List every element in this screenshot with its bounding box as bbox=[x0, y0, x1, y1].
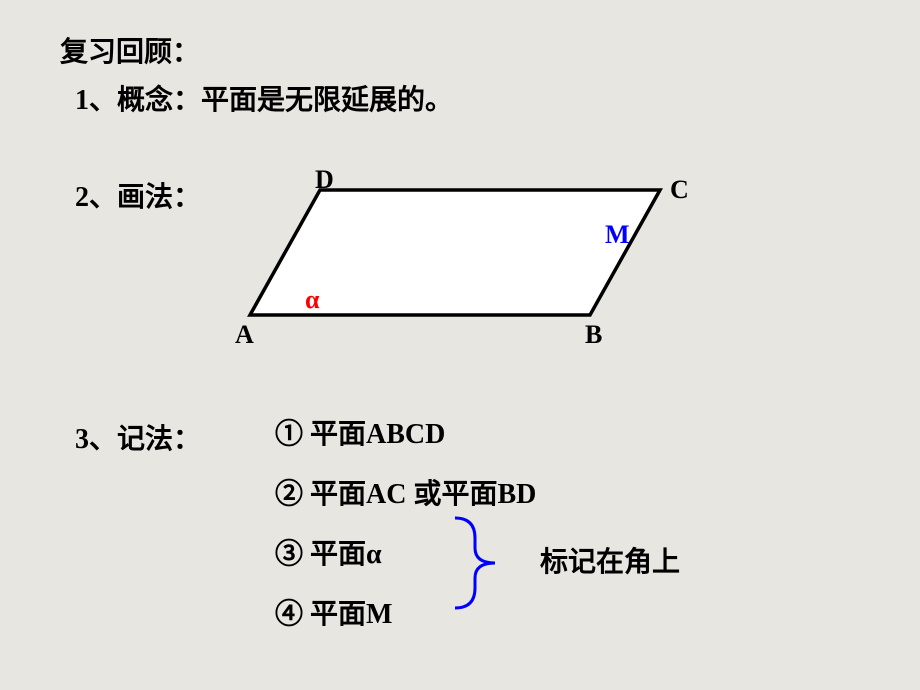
vertex-D: D bbox=[315, 165, 334, 195]
vertex-B: B bbox=[585, 320, 602, 350]
M-label: M bbox=[605, 220, 630, 250]
slide-content: 复习回顾： 1、概念：平面是无限延展的。 2、画法： D C A B α M 3… bbox=[0, 0, 920, 690]
notation-label: 3、记法： bbox=[75, 417, 201, 457]
vertex-A: A bbox=[235, 320, 254, 350]
notation-1: ① 平面ABCD bbox=[275, 412, 536, 452]
bracket-icon bbox=[450, 513, 510, 618]
concept-line: 1、概念：平面是无限延展的。 bbox=[75, 78, 860, 118]
notation-2: ② 平面AC 或平面BD bbox=[275, 472, 536, 512]
alpha-label: α bbox=[305, 285, 320, 315]
corner-annotation: 标记在角上 bbox=[540, 540, 680, 580]
review-title: 复习回顾： bbox=[60, 30, 860, 70]
vertex-C: C bbox=[670, 175, 689, 205]
parallelogram-diagram: D C A B α M bbox=[220, 165, 700, 345]
drawing-label: 2、画法： bbox=[75, 175, 201, 215]
parallelogram-svg bbox=[220, 165, 700, 345]
